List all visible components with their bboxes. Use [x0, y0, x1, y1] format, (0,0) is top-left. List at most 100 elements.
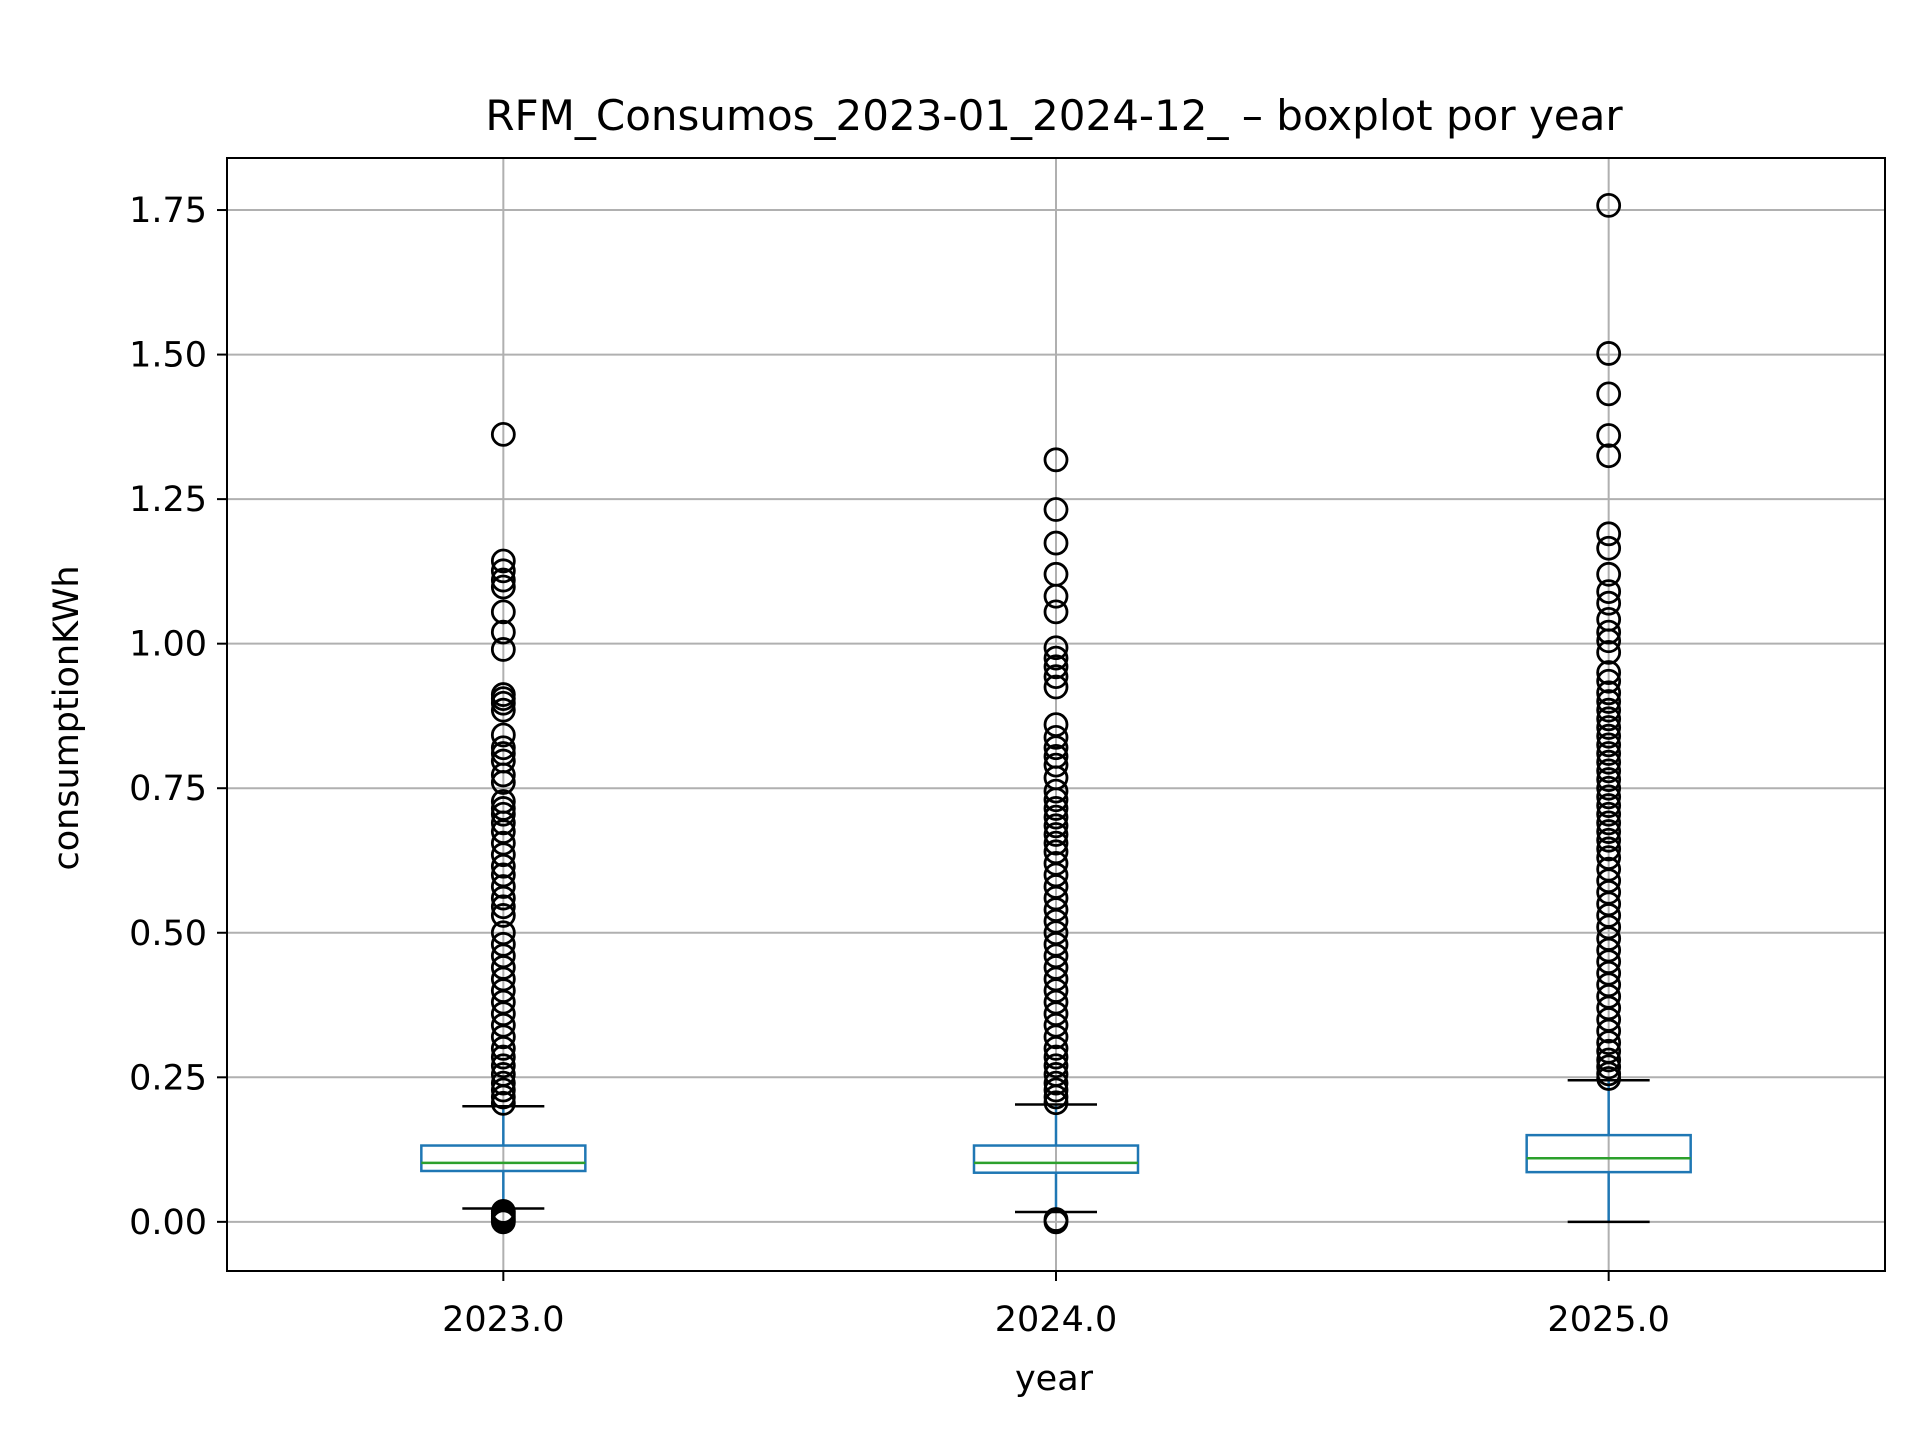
flier-point — [1596, 193, 1622, 218]
flier-point — [1596, 639, 1622, 665]
flier-point — [490, 853, 516, 879]
flier-point — [1596, 749, 1622, 775]
flier-point — [1043, 796, 1069, 821]
box-layer — [420, 193, 1692, 1235]
flier-point — [1043, 830, 1069, 856]
flier-point — [490, 421, 516, 447]
flier-point — [490, 885, 516, 911]
y-tick-label: 0.75 — [129, 769, 207, 809]
flier-point — [1596, 810, 1622, 836]
flier-point — [1596, 793, 1622, 818]
flier-point — [1596, 758, 1622, 784]
flier-point — [490, 770, 516, 795]
x-axis-label: year — [1015, 1359, 1094, 1399]
flier-point — [1596, 628, 1622, 654]
flier-point — [490, 574, 516, 600]
flier-point — [490, 1077, 516, 1103]
iqr-box — [1525, 1133, 1692, 1174]
tick-layer: 0.00 0.25 0.50 0.75 1.00 1.25 1.50 1.75 2023.0 20… — [129, 191, 1670, 1340]
y-axis-label: consumptionKWh — [47, 565, 87, 870]
flier-point — [1596, 801, 1622, 827]
flier-point — [490, 599, 516, 625]
flier-point — [1043, 1090, 1069, 1116]
flier-point — [490, 1070, 516, 1096]
flier-point — [1043, 583, 1069, 609]
flier-point — [490, 619, 516, 645]
flier-point — [490, 1199, 516, 1224]
flier-point — [490, 548, 516, 574]
y-tick-label: 0.50 — [129, 914, 207, 954]
flier-point — [490, 637, 516, 662]
flier-point — [490, 801, 516, 827]
flier-point — [490, 735, 516, 761]
flier-point — [1596, 732, 1622, 758]
flier-point — [1596, 423, 1622, 448]
flier-point — [1043, 447, 1069, 473]
flier-point — [490, 1090, 516, 1116]
flier-point — [490, 1053, 516, 1079]
x-tick-label: 2024.0 — [995, 1300, 1117, 1340]
flier-point — [1596, 579, 1622, 605]
flier-point — [1596, 767, 1622, 792]
flier-point — [490, 1084, 516, 1110]
y-tick-label: 1.00 — [129, 625, 207, 665]
flier-point — [1043, 497, 1069, 522]
x-tick-label: 2025.0 — [1547, 1300, 1669, 1340]
flier-point — [490, 567, 516, 593]
flier-point — [1596, 341, 1622, 366]
flier-point — [490, 842, 516, 868]
flier-point — [1043, 752, 1069, 778]
flier-point — [490, 1044, 516, 1070]
flier-point — [1596, 741, 1622, 766]
iqr-box — [420, 1144, 587, 1173]
flier-point — [490, 1036, 516, 1061]
flier-point — [1043, 778, 1069, 804]
flier-point — [1596, 590, 1622, 616]
box-group-2025.0 — [1525, 193, 1692, 1224]
flier-point — [1043, 654, 1069, 680]
x-tick-label: 2023.0 — [442, 1300, 564, 1340]
flier-point — [1596, 689, 1622, 714]
flier-point — [1596, 1018, 1622, 1044]
flier-point — [1043, 1044, 1069, 1070]
flier-point — [490, 722, 516, 748]
y-tick-label: 1.50 — [129, 336, 207, 376]
flier-point — [1596, 561, 1622, 587]
flier-point — [1043, 664, 1069, 690]
flier-point — [1043, 1077, 1069, 1103]
flier-point — [1043, 787, 1069, 813]
flier-point — [1596, 535, 1622, 561]
flier-point — [1596, 680, 1622, 706]
y-tick-label: 0.25 — [129, 1058, 207, 1098]
flier-point — [1596, 697, 1622, 723]
y-tick-label: 0.00 — [129, 1203, 207, 1243]
flier-point — [490, 810, 516, 836]
flier-point — [1043, 1207, 1069, 1232]
flier-point — [1043, 530, 1069, 556]
box-group-2023.0 — [420, 421, 587, 1235]
flier-point — [1043, 735, 1069, 761]
box-group-2024.0 — [972, 447, 1140, 1235]
flier-point — [1596, 715, 1622, 740]
flier-point — [490, 558, 516, 584]
flier-point — [490, 874, 516, 899]
flier-point — [1596, 723, 1622, 749]
flier-point — [490, 1024, 516, 1050]
flier-point — [1043, 724, 1069, 750]
flier-point — [1596, 381, 1622, 407]
flier-point — [1043, 635, 1069, 661]
flier-point — [1043, 599, 1069, 625]
flier-point — [1596, 1066, 1622, 1091]
flier-point — [1596, 827, 1622, 853]
flier-point — [1043, 813, 1069, 839]
flier-point — [490, 697, 516, 723]
flier-point — [1043, 804, 1069, 830]
flier-point — [1596, 775, 1622, 801]
flier-point — [1043, 1070, 1069, 1096]
flier-point — [1043, 1053, 1069, 1079]
flier-point — [1596, 836, 1622, 862]
flier-point — [1043, 1036, 1069, 1061]
flier-point — [1596, 660, 1622, 685]
